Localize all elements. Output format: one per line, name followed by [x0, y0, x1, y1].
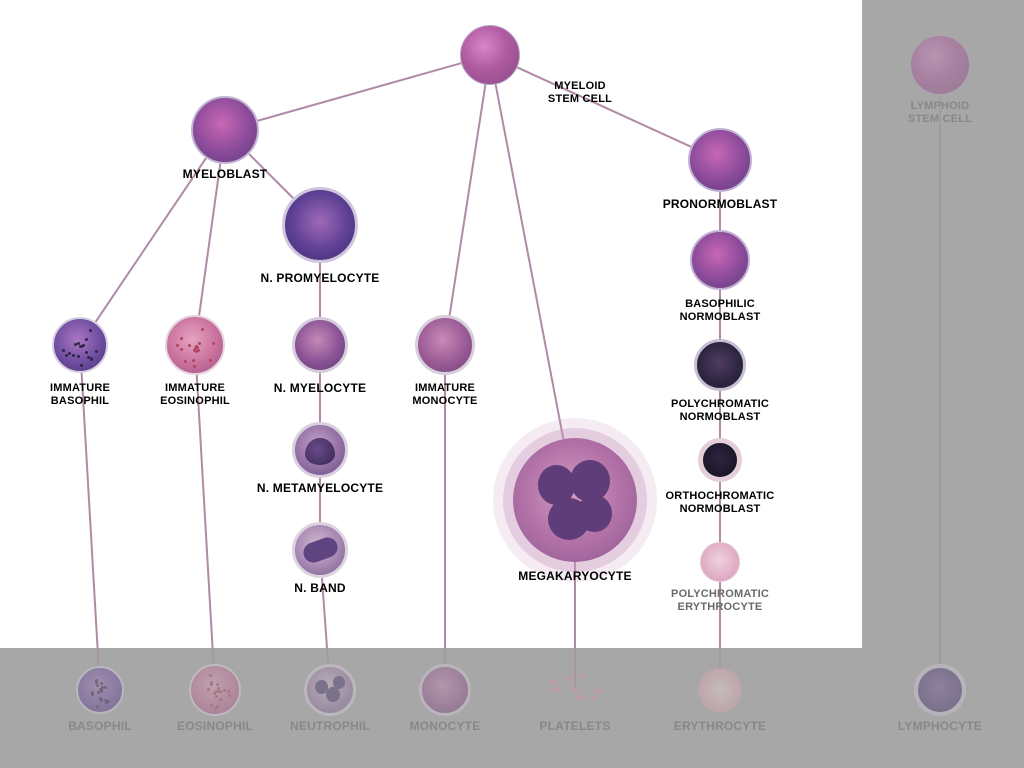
label-ortho_normoblast: OrthochromaticNormoblast [666, 490, 775, 515]
platelet-dot [579, 694, 586, 699]
label-basophil: Basophil [68, 720, 132, 734]
label-n_myelocyte: N. Myelocyte [274, 382, 366, 396]
cell-basophil [76, 666, 124, 714]
cell-poly_erythrocyte [700, 542, 740, 582]
cell-promyelocyte [282, 187, 358, 263]
cell-n_metamyelocyte [292, 422, 348, 478]
label-imm_basophil: ImmatureBasophil [50, 382, 110, 407]
label-lymphocyte: Lymphocyte [898, 720, 982, 734]
cell-poly_normoblast [694, 339, 746, 391]
cell-monocyte [419, 664, 471, 716]
cell-baso_normoblast [690, 230, 750, 290]
cell-n_myelocyte [292, 317, 348, 373]
label-monocyte: Monocyte [410, 720, 481, 734]
cell-imm_monocyte [415, 315, 475, 375]
label-eosinophil: Eosinophil [177, 720, 253, 734]
cell-imm_basophil [52, 317, 108, 373]
label-pronormoblast: Pronormoblast [663, 198, 778, 212]
cell-n_band [292, 522, 348, 578]
label-myeloblast: Myeloblast [183, 168, 268, 182]
label-megakaryocyte: Megakaryocyte [518, 570, 632, 584]
cell-neutrophil [304, 664, 356, 716]
label-imm_monocyte: ImmatureMonocyte [412, 382, 477, 407]
platelet-dot [566, 675, 573, 680]
platelet-dot [572, 688, 579, 693]
label-erythrocyte: Erythrocyte [674, 720, 766, 734]
label-n_band: N. Band [294, 582, 345, 596]
cell-ortho_normoblast [698, 438, 742, 482]
cell-imm_eosinophil [165, 315, 225, 375]
platelet-dot [550, 679, 557, 684]
cell-megakaryocyte [513, 438, 637, 562]
platelet-dot [595, 689, 602, 694]
label-promyelocyte: N. Promyelocyte [260, 272, 379, 286]
diagram-stage: MyeloidStem Cell LymphoidStem Cell Myelobl… [0, 0, 1024, 768]
cell-lymphocyte [914, 664, 966, 716]
label-poly_erythrocyte: PolychromaticErythrocyte [671, 588, 769, 613]
cell-myeloid_stem [460, 25, 520, 85]
label-myeloid_stem: MyeloidStem Cell [548, 80, 612, 105]
label-lymphoid_stem: LymphoidStem Cell [908, 100, 972, 125]
label-neutrophil: Neutrophil [290, 720, 370, 734]
label-imm_eosinophil: ImmatureEosinophil [160, 382, 230, 407]
platelet-dot [590, 696, 597, 701]
label-n_metamyelocyte: N. Metamyelocyte [257, 482, 383, 496]
cell-erythrocyte [698, 668, 742, 712]
label-platelets: Platelets [540, 720, 611, 734]
platelet-dot [578, 673, 585, 678]
cell-lymphoid_stem [910, 35, 970, 95]
platelet-dot [552, 686, 559, 691]
cell-pronormoblast [688, 128, 752, 192]
cell-eosinophil [189, 664, 241, 716]
cell-myeloblast [191, 96, 259, 164]
label-baso_normoblast: BasophilicNormoblast [680, 298, 761, 323]
label-poly_normoblast: PolychromaticNormoblast [671, 398, 769, 423]
